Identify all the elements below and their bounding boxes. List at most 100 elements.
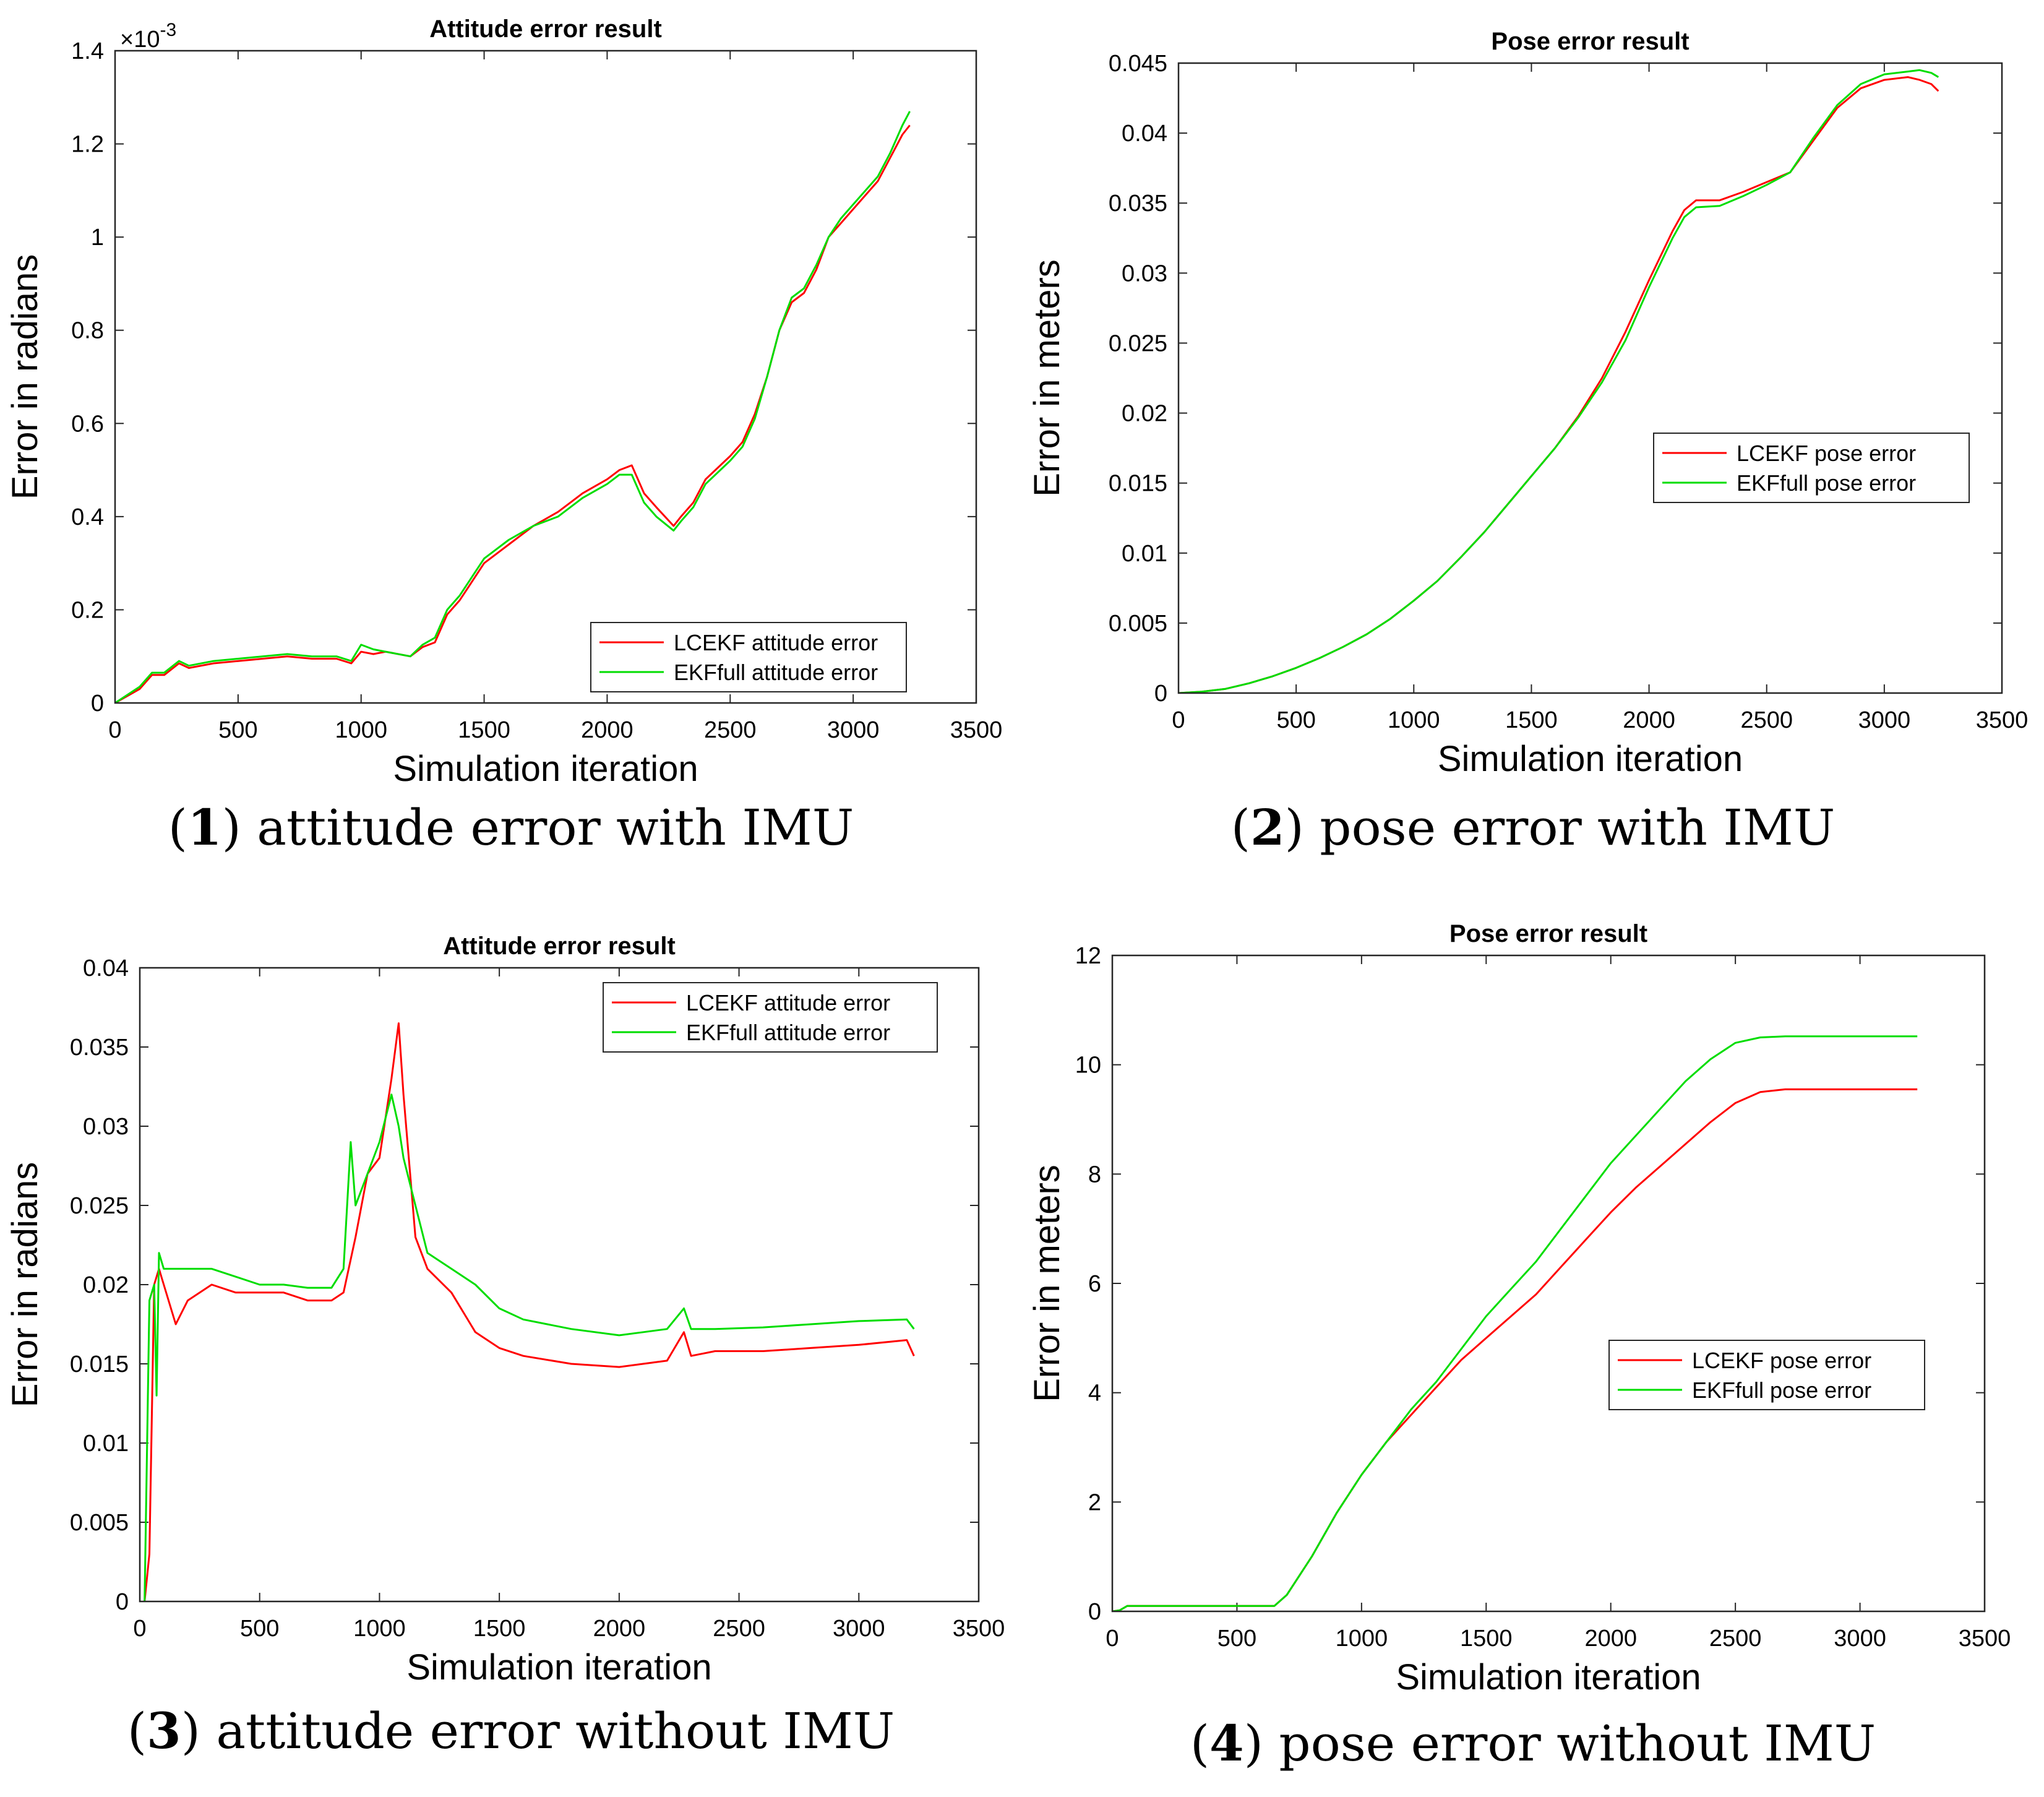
x-tick-label: 1000	[335, 717, 387, 743]
chart-panel-4: 0 500 1000 1500 2000 2500 3000 3500 0 2 4 6 8 10 12 Pos…	[1022, 891, 2044, 1797]
y-tick-label: 0.025	[70, 1193, 129, 1219]
x-tick-label: 1500	[473, 1616, 526, 1642]
y-tick-label: 0.01	[1122, 541, 1167, 567]
y-tick-label: 8	[1088, 1161, 1101, 1187]
y-tick-label: 2	[1088, 1489, 1101, 1515]
x-tick-label: 1000	[1336, 1626, 1388, 1652]
x-axis-label: Simulation iteration	[1438, 739, 1743, 779]
legend-box	[1608, 1340, 1925, 1410]
y-tick-label: 0.035	[70, 1035, 129, 1061]
legend-label: LCEKF attitude error	[674, 630, 878, 655]
y-tick-label: 0	[1088, 1599, 1101, 1625]
x-tick-label: 1000	[1388, 707, 1440, 733]
x-tick-label: 3500	[1976, 707, 2029, 733]
legend-label: EKFfull pose error	[1692, 1377, 1871, 1403]
y-axis-label: Error in meters	[1027, 259, 1067, 497]
y-tick-label: 12	[1075, 943, 1101, 969]
x-tick-label: 2000	[593, 1616, 646, 1642]
x-tick-label: 500	[1217, 1626, 1256, 1652]
y-tick-label: 0.01	[83, 1431, 129, 1457]
chart-panel-2: 0 500 1000 1500 2000 2500 3000 3500 0 0.005 0.01 0.…	[1022, 0, 2044, 891]
y-tick-label: 1.4	[71, 38, 104, 64]
y-tick-label: 0.04	[1122, 121, 1167, 147]
y-tick-label: 1.2	[71, 132, 104, 158]
x-tick-label: 500	[218, 717, 257, 743]
chart-4-svg: 0 500 1000 1500 2000 2500 3000 3500 0 2 4 6 8 10 12 Pos…	[1027, 920, 2011, 1697]
series-line-lcekf	[115, 124, 911, 703]
y-axis-label: Error in meters	[1027, 1165, 1067, 1402]
chart-3-plot-root: 0 500 1000 1500 2000 2500 3000 3500 0 0.005 0.01 0.…	[5, 933, 1005, 1687]
x-tick-label: 2500	[1740, 707, 1793, 733]
x-tick-label: 2000	[1584, 1626, 1637, 1652]
y-tick-label: 0.015	[1109, 471, 1167, 497]
x-tick-label: 2000	[1623, 707, 1675, 733]
x-tick-label: 1500	[458, 717, 510, 743]
legend-label: LCEKF pose error	[1692, 1348, 1871, 1373]
chart-1-plot-root: 0 500 1000 1500 2000 2500 3000 3500 0 0.2 0.4 0.6 0.…	[5, 15, 1002, 789]
chart-4-caption: (4) pose error without IMU	[1190, 1714, 1876, 1772]
y-tick-label: 0.03	[1122, 261, 1167, 287]
series-line-ekffull	[115, 111, 911, 703]
series-line-ekffull	[1112, 1035, 1918, 1611]
plot-frame	[1111, 954, 1986, 1613]
x-tick-label: 0	[1172, 707, 1185, 733]
x-tick-label: 2500	[1709, 1626, 1762, 1652]
legend-label: EKFfull attitude error	[686, 1020, 890, 1045]
chart-2-plot-root: 0 500 1000 1500 2000 2500 3000 3500 0 0.005 0.01 0.…	[1027, 28, 2028, 779]
y-tick-label: 0.03	[83, 1114, 129, 1140]
y-tick-label: 6	[1088, 1271, 1101, 1297]
x-tick-label: 3000	[1834, 1626, 1886, 1652]
series-line-ekffull	[144, 1093, 915, 1601]
legend-box	[1653, 433, 1970, 503]
plot-area	[1112, 955, 1985, 1611]
x-tick-label: 3500	[953, 1616, 1005, 1642]
chart-title: Attitude error result	[443, 933, 676, 960]
legend-box	[603, 982, 938, 1053]
y-tick-label: 0.005	[70, 1510, 129, 1536]
y-tick-label: 0.02	[1122, 401, 1167, 427]
chart-panel-3: 0 500 1000 1500 2000 2500 3000 3500 0 0.005 0.01 0.…	[0, 891, 1022, 1797]
plot-area	[115, 51, 976, 703]
y-tick-label: 0.02	[83, 1272, 129, 1298]
legend-label: EKFfull pose error	[1737, 470, 1916, 496]
legend-label: LCEKF pose error	[1737, 441, 1916, 466]
legend-box	[590, 622, 907, 692]
y-tick-label: 0	[116, 1589, 129, 1615]
chart-3-caption: (3) attitude error without IMU	[127, 1702, 895, 1760]
x-tick-label: 1500	[1505, 707, 1558, 733]
plot-frame	[139, 967, 980, 1603]
x-tick-label: 3500	[1959, 1626, 2011, 1652]
chart-panel-1: 0 500 1000 1500 2000 2500 3000 3500 0 0.2 0.4 0.6 0.…	[0, 0, 1022, 891]
x-tick-label: 3000	[833, 1616, 885, 1642]
x-tick-label: 0	[1106, 1626, 1119, 1652]
x-tick-label: 3000	[1858, 707, 1911, 733]
y-tick-label: 0.045	[1109, 51, 1167, 77]
x-tick-label: 2000	[581, 717, 633, 743]
y-tick-label: 0.015	[70, 1351, 129, 1377]
y-tick-label: 0.025	[1109, 330, 1167, 356]
y-tick-label: 4	[1088, 1381, 1101, 1407]
y-tick-label: 0.2	[71, 597, 104, 623]
y-tick-label: 0.4	[71, 504, 104, 530]
plot-frame	[114, 50, 977, 704]
y-axis-label: Error in radians	[5, 254, 45, 499]
legend-label: EKFfull attitude error	[674, 660, 878, 685]
y-tick-label: 0	[91, 691, 104, 717]
chart-title: Pose error result	[1491, 28, 1689, 55]
series-line-ekffull	[1179, 69, 1939, 693]
chart-4-plot-root: 0 500 1000 1500 2000 2500 3000 3500 0 2 4 6 8 10 12 Pos…	[1027, 920, 2011, 1697]
series-line-lcekf	[144, 1022, 915, 1601]
x-tick-label: 2500	[704, 717, 757, 743]
chart-2-svg: 0 500 1000 1500 2000 2500 3000 3500 0 0.005 0.01 0.…	[1027, 28, 2028, 779]
x-tick-label: 0	[133, 1616, 146, 1642]
y-tick-label: 0	[1154, 681, 1167, 707]
x-tick-label: 2500	[713, 1616, 765, 1642]
y-tick-label: 0.8	[71, 318, 104, 344]
chart-3-svg: 0 500 1000 1500 2000 2500 3000 3500 0 0.005 0.01 0.…	[5, 933, 1005, 1687]
x-tick-label: 500	[1276, 707, 1315, 733]
plot-area	[1179, 63, 2002, 693]
chart-1-svg: 0 500 1000 1500 2000 2500 3000 3500 0 0.2 0.4 0.6 0.…	[5, 15, 1002, 789]
y-tick-label: 0.6	[71, 411, 104, 437]
y-tick-label: 0.04	[83, 955, 129, 981]
x-tick-label: 1000	[353, 1616, 406, 1642]
